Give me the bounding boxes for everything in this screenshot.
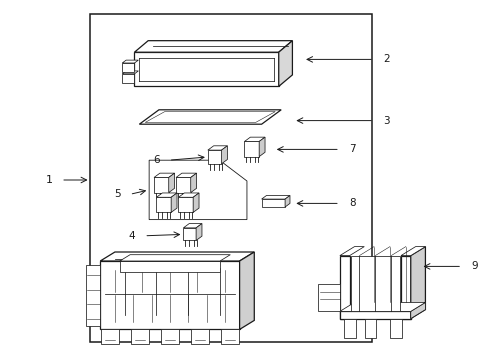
Polygon shape bbox=[339, 302, 425, 311]
Polygon shape bbox=[171, 193, 177, 212]
Bar bbox=[122, 74, 134, 83]
Bar bbox=[364, 319, 375, 338]
Text: 1: 1 bbox=[45, 175, 52, 185]
Polygon shape bbox=[285, 195, 289, 207]
Bar bbox=[183, 228, 196, 240]
Bar bbox=[178, 197, 193, 212]
Bar bbox=[120, 261, 220, 272]
Bar bbox=[156, 197, 171, 212]
Text: 2: 2 bbox=[382, 54, 389, 64]
Polygon shape bbox=[183, 224, 202, 228]
Bar bbox=[339, 256, 349, 319]
Bar bbox=[90, 14, 371, 342]
Bar bbox=[134, 52, 278, 86]
Polygon shape bbox=[154, 173, 174, 177]
Bar bbox=[221, 329, 238, 344]
Polygon shape bbox=[339, 247, 364, 256]
Polygon shape bbox=[261, 195, 289, 199]
Polygon shape bbox=[239, 252, 254, 329]
Polygon shape bbox=[278, 41, 292, 86]
Polygon shape bbox=[244, 137, 264, 141]
Bar bbox=[261, 199, 285, 207]
Polygon shape bbox=[156, 193, 177, 197]
Polygon shape bbox=[176, 173, 196, 177]
Bar bbox=[400, 256, 410, 319]
Bar bbox=[161, 329, 178, 344]
Bar bbox=[85, 265, 100, 326]
Polygon shape bbox=[178, 193, 199, 197]
Polygon shape bbox=[317, 284, 339, 311]
Text: 6: 6 bbox=[153, 155, 160, 165]
Polygon shape bbox=[122, 60, 138, 63]
Polygon shape bbox=[190, 173, 196, 193]
Polygon shape bbox=[410, 247, 425, 319]
Bar bbox=[207, 150, 221, 164]
Text: 4: 4 bbox=[128, 231, 135, 241]
Bar bbox=[154, 177, 168, 193]
Bar bbox=[343, 319, 355, 338]
Polygon shape bbox=[120, 255, 230, 261]
Bar bbox=[176, 177, 190, 193]
Bar bbox=[350, 256, 399, 311]
Polygon shape bbox=[207, 146, 227, 150]
Bar bbox=[122, 63, 134, 72]
Bar bbox=[191, 329, 208, 344]
Polygon shape bbox=[168, 173, 174, 193]
Bar bbox=[131, 329, 148, 344]
Bar bbox=[389, 319, 401, 338]
Bar bbox=[339, 311, 410, 319]
Polygon shape bbox=[134, 41, 292, 52]
Text: 9: 9 bbox=[470, 261, 477, 271]
Polygon shape bbox=[193, 193, 199, 212]
Polygon shape bbox=[410, 302, 425, 319]
Polygon shape bbox=[139, 110, 281, 124]
Bar bbox=[244, 141, 259, 157]
Polygon shape bbox=[259, 137, 264, 157]
Text: 5: 5 bbox=[114, 189, 121, 199]
Polygon shape bbox=[196, 224, 202, 240]
Text: 7: 7 bbox=[348, 144, 355, 154]
Polygon shape bbox=[100, 252, 254, 261]
Text: 3: 3 bbox=[382, 116, 389, 126]
Polygon shape bbox=[400, 247, 425, 256]
Bar bbox=[100, 261, 239, 329]
Polygon shape bbox=[122, 71, 138, 74]
Bar bbox=[101, 329, 119, 344]
Text: 8: 8 bbox=[348, 198, 355, 208]
Polygon shape bbox=[221, 146, 227, 164]
